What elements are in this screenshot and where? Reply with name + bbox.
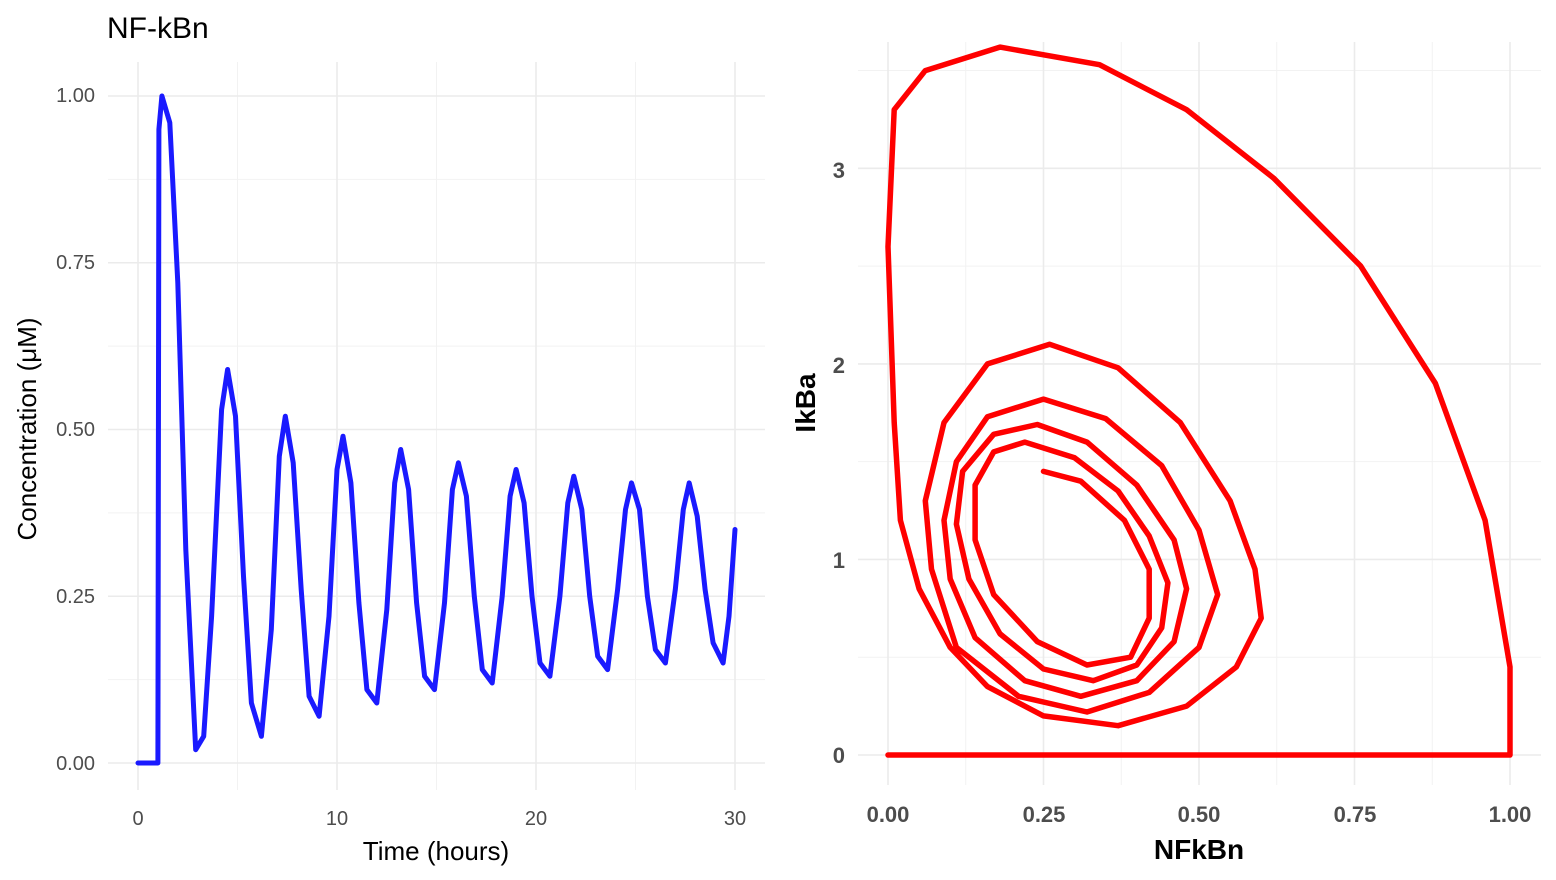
right-y-tick-0: 0 — [833, 743, 845, 768]
left-series-line-0 — [135, 93, 738, 766]
right-x-tick-0: 0.00 — [867, 802, 910, 827]
left-chart-title: NF-kBn — [107, 12, 209, 45]
left-y-tick-2: 0.50 — [56, 419, 95, 441]
left-y-tick-1: 0.25 — [56, 586, 95, 608]
left-y-axis-label: Concentration (μM) — [12, 317, 42, 540]
right-panel: 0 1 2 3 0.00 0.25 0.50 0.75 1.00 NFkBn I… — [790, 42, 1541, 865]
right-x-tick-1: 0.25 — [1023, 802, 1066, 827]
left-x-tick-1: 10 — [326, 808, 348, 830]
right-x-tick-2: 0.50 — [1178, 802, 1221, 827]
left-x-axis-label: Time (hours) — [363, 836, 509, 866]
left-y-tick-3: 0.75 — [56, 252, 95, 274]
right-y-tick-3: 3 — [833, 158, 845, 183]
right-y-axis-label: IkBa — [790, 373, 821, 433]
right-y-tick-2: 2 — [833, 353, 845, 378]
right-y-tick-1: 1 — [833, 548, 845, 573]
left-grid — [108, 62, 765, 790]
left-y-tick-0: 0.00 — [56, 753, 95, 775]
left-x-tick-3: 30 — [724, 808, 746, 830]
left-panel: NF-kBn 0.00 0.25 0.50 0.75 1.00 0 10 20 … — [12, 12, 765, 866]
right-grid — [858, 42, 1541, 785]
right-series-line-0 — [885, 44, 1513, 758]
right-x-tick-4: 1.00 — [1489, 802, 1532, 827]
right-x-tick-3: 0.75 — [1334, 802, 1377, 827]
left-x-tick-2: 20 — [525, 808, 547, 830]
right-x-axis-label: NFkBn — [1154, 834, 1244, 865]
left-x-tick-0: 0 — [132, 808, 143, 830]
left-y-tick-4: 1.00 — [56, 85, 95, 107]
